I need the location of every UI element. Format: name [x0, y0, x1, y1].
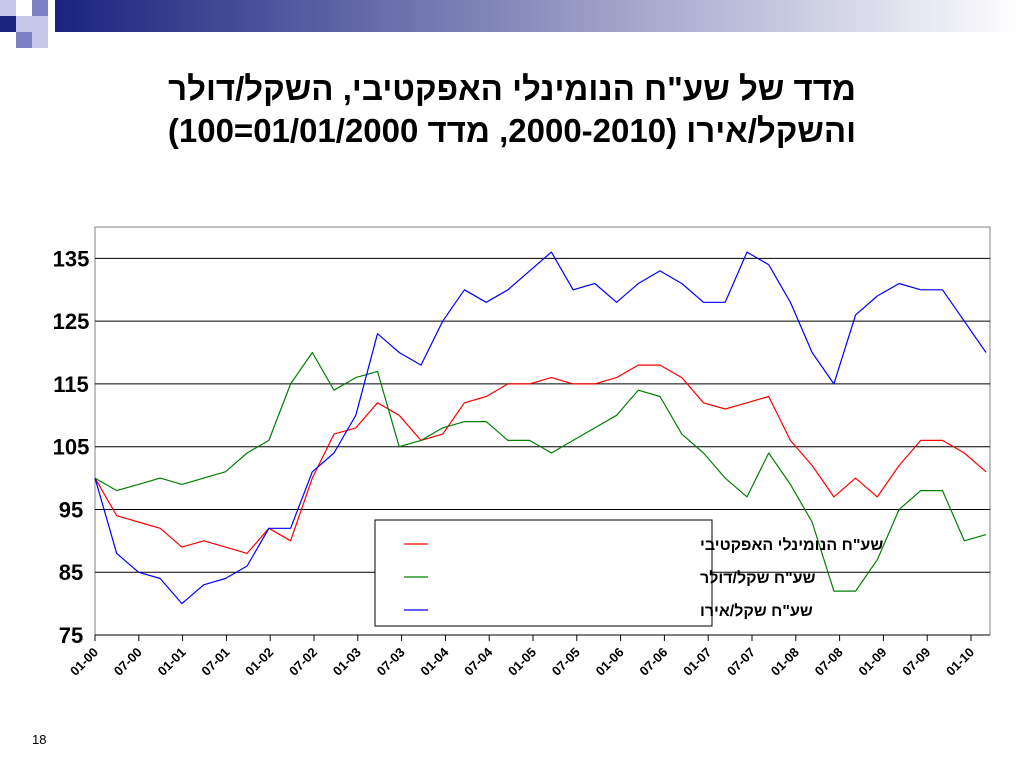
deco-square — [32, 32, 48, 48]
series-line-eur — [94, 251, 987, 605]
x-tick-label: 01-02 — [242, 645, 276, 679]
x-tick-label: 01-04 — [417, 644, 452, 679]
y-tick-label: 125 — [53, 309, 90, 334]
x-tick-label: 01-05 — [505, 645, 539, 679]
x-tick-label: 01-01 — [155, 645, 189, 679]
legend-label-eur: שע"ח שקל/אירו — [700, 602, 813, 620]
legend-label-usd: שע"ח שקל/דולר — [700, 569, 816, 587]
series-line-usd — [94, 351, 987, 592]
y-tick-label: 105 — [53, 435, 90, 460]
x-tick-label: 01-03 — [330, 645, 364, 679]
y-tick-label: 85 — [59, 560, 83, 585]
x-tick-label: 07-01 — [198, 645, 232, 679]
y-tick-label: 115 — [53, 372, 89, 397]
x-tick-label: 07-09 — [899, 645, 933, 679]
x-tick-label: 07-08 — [812, 645, 846, 679]
title-line-1: מדד של שע"ח הנומינלי האפקטיבי, השקל/דולר — [168, 70, 856, 107]
x-tick-label: 07-03 — [374, 645, 408, 679]
deco-square — [32, 16, 48, 32]
deco-square — [0, 0, 16, 16]
x-tick-label: 01-09 — [855, 645, 889, 679]
x-tick-label: 07-06 — [636, 645, 670, 679]
deco-square — [16, 0, 32, 16]
x-tick-label: 07-00 — [111, 645, 145, 679]
x-tick-label: 01-00 — [67, 645, 101, 679]
y-tick-label: 95 — [59, 497, 83, 522]
title-line-2: והשקל/אירו (2000-2010, מדד 01/01/2000=10… — [167, 112, 857, 149]
deco-square — [16, 32, 32, 48]
x-tick-label: 07-04 — [461, 644, 496, 679]
deco-square — [0, 16, 16, 32]
y-tick-label: 75 — [59, 623, 83, 648]
deco-square — [32, 0, 48, 16]
legend-box — [374, 519, 713, 627]
slide-title: מדד של שע"ח הנומינלי האפקטיבי, השקל/דולר… — [40, 68, 984, 152]
series-line-effective — [94, 364, 987, 555]
deco-square — [16, 16, 32, 32]
y-tick-label: 135 — [53, 246, 90, 271]
x-tick-label: 07-05 — [549, 645, 583, 679]
x-tick-label: 01-08 — [768, 645, 802, 679]
chart-legend: שע"ח הנומינלי האפקטיבי שע"ח שקל/דולר שע"… — [374, 519, 883, 627]
legend-label-effective: שע"ח הנומינלי האפקטיבי — [700, 536, 883, 554]
x-tick-label: 01-06 — [593, 645, 627, 679]
decorative-squares — [0, 0, 1024, 48]
slide-number: 18 — [32, 732, 47, 747]
x-tick-label: 01-07 — [680, 645, 714, 679]
deco-gradient-bar — [55, 0, 1024, 32]
x-tick-label: 07-07 — [724, 645, 758, 679]
x-tick-label: 07-02 — [286, 645, 320, 679]
x-tick-label: 01-10 — [943, 645, 977, 679]
